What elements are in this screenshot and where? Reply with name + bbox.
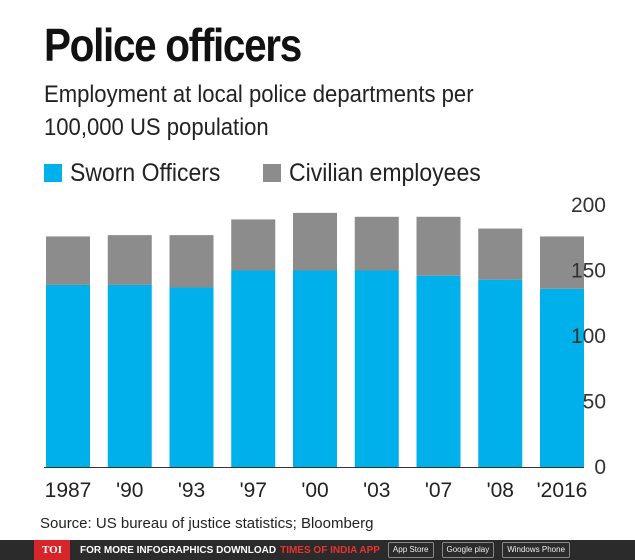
bar-sworn-1	[107, 284, 152, 467]
bar-civilian-7	[478, 228, 523, 280]
bar-civilian-0	[46, 236, 90, 285]
bar-chart: 1987 '90 '93 '97 '00 '03 '07 '08 '2016 200 150 100 5…	[44, 194, 606, 502]
bar-sworn-0	[46, 284, 90, 467]
bar-civilian-4	[293, 212, 337, 271]
bar-civilian-3	[231, 219, 276, 271]
y-tick-label: 150	[571, 260, 606, 283]
bar-sworn-8	[540, 288, 584, 467]
x-tick-label: '90	[116, 479, 143, 502]
chart-title: Police officers	[44, 19, 302, 71]
footer-app-name[interactable]: TIMES OF INDIA APP	[280, 544, 380, 556]
bar-sworn-3	[231, 270, 276, 467]
bar-sworn-4	[293, 270, 337, 467]
bar-civilian-5	[354, 216, 399, 271]
windows-phone-badge[interactable]: Windows Phone	[502, 542, 571, 558]
bar-sworn-7	[478, 279, 523, 467]
footer-banner: TOI FOR MORE INFOGRAPHICS DOWNLOAD TIMES…	[0, 540, 635, 560]
y-tick-label: 0	[594, 456, 606, 479]
bar-sworn-2	[169, 287, 214, 467]
legend: Sworn Officers Civilian employees	[44, 158, 524, 188]
bar-civilian-6	[416, 216, 461, 276]
bar-sworn-6	[416, 275, 461, 467]
legend-label-civilian: Civilian employees	[289, 158, 482, 187]
y-tick-label: 100	[571, 325, 606, 348]
source-note: Source: US bureau of justice statistics;…	[40, 515, 374, 532]
legend-item-civilian: Civilian employees	[263, 159, 497, 188]
x-tick-label: '00	[301, 479, 328, 502]
x-tick-label: '08	[487, 479, 514, 502]
x-tick-label: '97	[240, 479, 267, 502]
x-tick-label: '07	[425, 479, 452, 502]
legend-label-sworn: Sworn Officers	[70, 158, 221, 187]
legend-item-sworn: Sworn Officers	[44, 159, 233, 188]
bar-civilian-2	[169, 235, 214, 288]
legend-swatch-civilian	[263, 164, 282, 182]
x-tick-label: 1987	[45, 479, 92, 502]
google-play-badge[interactable]: Google play	[441, 542, 495, 558]
y-tick-label: 200	[571, 194, 606, 217]
bar-sworn-5	[354, 270, 399, 467]
footer-text: FOR MORE INFOGRAPHICS DOWNLOAD	[79, 544, 277, 556]
x-tick-label: '03	[363, 479, 390, 502]
app-store-badge[interactable]: App Store	[387, 542, 434, 558]
toi-logo[interactable]: TOI	[34, 540, 70, 560]
legend-swatch-sworn	[44, 164, 62, 182]
chart-subtitle: Employment at local police departments p…	[44, 81, 474, 141]
bar-civilian-8	[540, 236, 584, 289]
x-tick-label: '2016	[537, 479, 588, 502]
y-tick-label: 50	[583, 391, 606, 414]
bar-civilian-1	[107, 235, 152, 285]
x-tick-label: '93	[178, 479, 205, 502]
